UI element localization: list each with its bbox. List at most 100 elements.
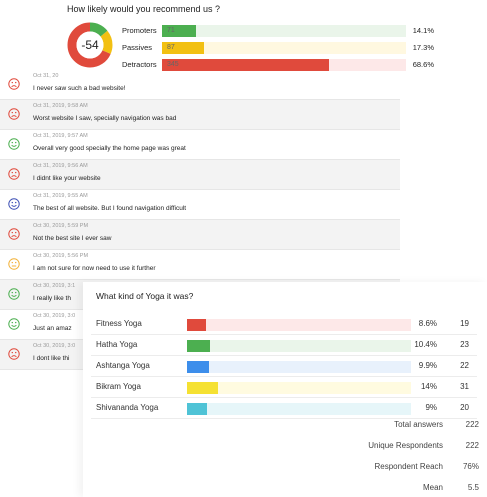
yoga-answer-count: 20 <box>460 403 469 412</box>
yoga-bar-track <box>187 340 411 352</box>
smiley-happy-icon <box>8 198 20 210</box>
yoga-answer-label: Ashtanga Yoga <box>96 361 150 370</box>
nps-row-detractors: Detractors 345 68.6% <box>122 59 440 71</box>
feedback-date: Oct 31, 2019, 9:58 AM <box>33 103 88 109</box>
smiley-sad-icon <box>8 348 20 360</box>
feedback-item[interactable]: Oct 31, 2019, 9:57 AM Overall very good s… <box>0 130 400 160</box>
yoga-stat-value: 5.5 <box>467 483 479 492</box>
feedback-date: Oct 30, 2019, 5:56 PM <box>33 253 89 259</box>
nps-row-promoters: Promoters 71 14.1% <box>122 25 440 37</box>
feedback-date: Oct 30, 2019, 5:59 PM <box>33 223 89 229</box>
yoga-answer-count: 23 <box>460 340 469 349</box>
nps-title: How likely would you recommend us ? <box>67 4 221 14</box>
nps-bar-fill <box>162 42 205 54</box>
yoga-answer-label: Hatha Yoga <box>96 340 138 349</box>
smiley-sad-icon <box>8 228 20 240</box>
yoga-stat-row: Total answers 222 <box>279 420 479 434</box>
yoga-stat-value: 76% <box>462 462 479 471</box>
feedback-item[interactable]: Oct 31, 2019, 9:58 AM Worst website I saw… <box>0 100 400 130</box>
feedback-item[interactable]: Oct 31, 2019, 9:55 AM The best of all web… <box>0 190 400 220</box>
feedback-date: Oct 31, 2019, 9:57 AM <box>33 133 88 139</box>
donut-passives-arc <box>67 22 113 68</box>
feedback-item[interactable]: Oct 31, 2019, 9:56 AM I didnt like your w… <box>0 160 400 190</box>
yoga-bar-track <box>187 403 411 415</box>
feedback-text: I dont like thi <box>33 355 70 362</box>
yoga-bar-fill <box>187 340 211 352</box>
smiley-happy-icon <box>8 138 20 150</box>
nps-donut-chart <box>67 22 113 68</box>
nps-row-percent: 14.1% <box>412 26 434 35</box>
feedback-date: Oct 30, 2019, 3:0 <box>33 313 76 319</box>
nps-row-label: Detractors <box>122 60 157 69</box>
nps-bar-count: 71 <box>167 27 175 34</box>
yoga-stat-label: Mean <box>422 483 443 492</box>
yoga-answer-count: 31 <box>460 382 469 391</box>
yoga-stat-label: Unique Respondents <box>368 441 443 450</box>
yoga-stat-label: Total answers <box>394 420 443 429</box>
yoga-stat-row: Mean 5.5 <box>279 483 479 497</box>
donut-promoters-arc <box>67 22 113 68</box>
yoga-bar-fill <box>187 361 210 373</box>
yoga-bar-track <box>187 361 411 373</box>
yoga-answer-percent: 8.6% <box>418 319 437 328</box>
yoga-answer-row: Shivananda Yoga 9% 20 <box>91 399 477 419</box>
nps-row-label: Passives <box>122 43 153 52</box>
nps-bar-track: 71 <box>162 25 406 37</box>
nps-row-percent: 68.6% <box>412 60 434 69</box>
yoga-answer-label: Fitness Yoga <box>96 319 142 328</box>
yoga-answer-label: Shivananda Yoga <box>96 403 159 412</box>
smiley-happy-icon <box>8 288 20 300</box>
yoga-stat-label: Respondent Reach <box>374 462 444 471</box>
nps-row-label: Promoters <box>122 26 157 35</box>
yoga-answer-row: Ashtanga Yoga 9.9% 22 <box>91 357 477 377</box>
nps-score: -54 <box>81 38 99 52</box>
yoga-answer-percent: 14% <box>420 382 437 391</box>
nps-bar-track: 345 <box>162 59 406 71</box>
smiley-sad-icon <box>8 168 20 180</box>
yoga-stat-value: 222 <box>465 420 479 429</box>
yoga-answer-row: Hatha Yoga 10.4% 23 <box>91 336 477 356</box>
feedback-item[interactable]: Oct 30, 2019, 5:56 PM I am not sure for n… <box>0 250 400 280</box>
yoga-answer-count: 19 <box>460 319 469 328</box>
nps-bar-track: 87 <box>162 42 406 54</box>
yoga-question-title: What kind of Yoga it was? <box>96 291 194 301</box>
nps-card: How likely would you recommend us ? -54 … <box>0 0 440 80</box>
yoga-bar-fill <box>187 319 207 331</box>
yoga-bar-track <box>187 319 411 331</box>
yoga-stat-value: 222 <box>465 441 479 450</box>
feedback-text: The best of all website. But I found nav… <box>33 205 187 212</box>
feedback-date: Oct 31, 2019, 9:55 AM <box>33 193 88 199</box>
yoga-answer-percent: 9.9% <box>418 361 437 370</box>
nps-bar-count: 87 <box>167 44 175 51</box>
feedback-date: Oct 31, 20 <box>33 73 59 79</box>
yoga-answer-row: Bikram Yoga 14% 31 <box>91 378 477 398</box>
nps-bar-fill <box>162 25 197 37</box>
yoga-bar-fill <box>187 382 219 394</box>
yoga-bar-track <box>187 382 411 394</box>
feedback-date: Oct 30, 2019, 3:0 <box>33 343 76 349</box>
yoga-answer-percent: 10.4% <box>414 340 437 349</box>
smiley-sad-icon <box>8 78 20 90</box>
feedback-text: I am not sure for now need to use it fur… <box>33 265 156 272</box>
feedback-date: Oct 30, 2019, 3:1 <box>33 283 76 289</box>
smiley-happy-icon <box>8 318 20 330</box>
feedback-text: I really like th <box>33 295 71 302</box>
nps-row-percent: 17.3% <box>412 43 434 52</box>
feedback-text: Overall very good specially the home pag… <box>33 145 186 152</box>
nps-bar-count: 345 <box>167 61 179 68</box>
yoga-stat-row: Unique Respondents 222 <box>279 441 479 455</box>
yoga-answer-label: Bikram Yoga <box>96 382 141 391</box>
yoga-answer-count: 22 <box>460 361 469 370</box>
yoga-stat-row: Respondent Reach 76% <box>279 462 480 476</box>
feedback-text: Just an amaz <box>33 325 72 332</box>
nps-bar-fill <box>162 59 330 71</box>
feedback-text: Worst website I saw, specially navigatio… <box>33 115 177 122</box>
feedback-item[interactable]: Oct 31, 20 I never saw such a bad website… <box>0 70 400 100</box>
smiley-sad-icon <box>8 108 20 120</box>
yoga-bar-fill <box>187 403 208 415</box>
yoga-answer-percent: 9% <box>425 403 437 412</box>
feedback-date: Oct 31, 2019, 9:56 AM <box>33 163 88 169</box>
feedback-text: Not the best site I ever saw <box>33 235 112 242</box>
feedback-text: I never saw such a bad website! <box>33 85 126 92</box>
feedback-item[interactable]: Oct 30, 2019, 5:59 PM Not the best site I… <box>0 220 400 250</box>
